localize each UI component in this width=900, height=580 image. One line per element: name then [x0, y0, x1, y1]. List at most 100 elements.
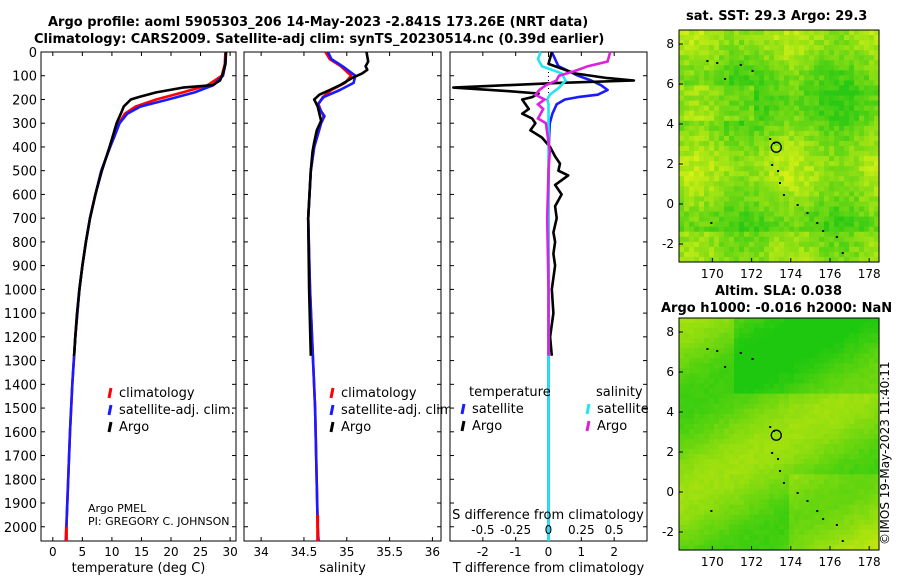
map-cell — [689, 388, 695, 395]
map-cell — [714, 256, 720, 263]
x-tick-label: 174 — [779, 267, 802, 281]
map-cell — [819, 484, 825, 491]
map-cell — [719, 504, 725, 511]
annotation-argo-pmel: Argo PMEL — [88, 502, 147, 515]
map-cell — [849, 65, 855, 71]
map-cell — [874, 439, 880, 445]
map-cell — [849, 534, 855, 541]
map-cell — [734, 75, 740, 82]
map-cell — [694, 474, 700, 480]
map-cell — [824, 130, 830, 137]
map-cell — [874, 216, 880, 223]
map-cell — [744, 45, 750, 51]
map-cell — [704, 333, 710, 339]
map-cell — [749, 378, 755, 385]
map-cell — [759, 499, 765, 506]
map-cell — [694, 524, 700, 531]
map-cell — [699, 499, 705, 506]
map-cell — [704, 398, 710, 405]
map-cell — [754, 120, 760, 127]
map-cell — [794, 474, 800, 480]
map-cell — [844, 70, 850, 76]
map-cell — [704, 514, 710, 521]
map-cell — [854, 211, 860, 218]
map-cell — [754, 216, 760, 223]
map-cell — [719, 120, 725, 127]
map-cell — [804, 423, 810, 430]
map-cell — [844, 201, 850, 208]
map-cell — [734, 176, 740, 182]
map-cell — [724, 333, 730, 339]
map-cell — [799, 328, 805, 334]
map-cell — [744, 368, 750, 375]
map-cell — [799, 226, 805, 233]
map-cell — [759, 236, 765, 243]
map-cell — [824, 45, 830, 51]
map-cell — [849, 469, 855, 475]
map-cell — [874, 484, 880, 491]
map-cell — [699, 494, 705, 501]
map-cell — [804, 241, 810, 248]
map-cell — [714, 186, 720, 192]
map-cell — [764, 524, 770, 531]
map-cell — [719, 373, 725, 380]
map-cell — [714, 388, 720, 395]
map-cell — [734, 464, 740, 470]
map-cell — [754, 40, 760, 46]
map-cell — [839, 171, 845, 177]
map-cell — [809, 236, 815, 243]
map-cell — [704, 393, 710, 400]
map-cell — [779, 55, 785, 61]
map-cell — [844, 191, 850, 198]
map-cell — [764, 251, 770, 258]
map-cell — [839, 428, 845, 435]
map-cell — [809, 186, 815, 192]
map-cell — [859, 90, 865, 97]
map-cell — [724, 454, 730, 460]
map-cell — [684, 403, 690, 410]
map-cell — [819, 135, 825, 142]
map-cell — [844, 504, 850, 511]
map-cell — [854, 514, 860, 521]
map-cell — [839, 206, 845, 213]
map-cell — [864, 423, 870, 430]
map-cell — [839, 509, 845, 516]
map-cell — [774, 529, 780, 536]
map-cell — [689, 60, 695, 66]
map-cell — [804, 449, 810, 455]
map-cell — [834, 156, 840, 162]
map-cell — [829, 539, 835, 546]
map-cell — [739, 393, 745, 400]
map-cell — [869, 529, 875, 536]
map-cell — [804, 489, 810, 496]
map-cell — [849, 353, 855, 359]
map-cell — [744, 100, 750, 107]
map-cell — [849, 519, 855, 526]
map-cell — [809, 423, 815, 430]
y-tick-label: 500 — [12, 165, 37, 180]
map-cell — [749, 90, 755, 97]
map-cell — [869, 216, 875, 223]
map-cell — [769, 85, 775, 92]
map-cell — [864, 434, 870, 440]
map-cell — [694, 65, 700, 71]
map-cell — [874, 206, 880, 213]
map-cell — [844, 100, 850, 107]
map-cell — [794, 176, 800, 182]
map-cell — [749, 166, 755, 172]
map-cell — [839, 363, 845, 370]
map-cell — [729, 30, 735, 36]
map-cell — [789, 423, 795, 430]
map-cell — [789, 519, 795, 526]
map-cell — [699, 418, 705, 425]
map-cell — [839, 413, 845, 420]
map-cell — [824, 221, 830, 228]
map-cell — [734, 166, 740, 172]
map-cell — [849, 338, 855, 344]
map-cell — [859, 454, 865, 460]
map-cell — [769, 418, 775, 425]
map-cell — [779, 509, 785, 516]
map-cell — [874, 140, 880, 147]
map-cell — [789, 45, 795, 51]
map-cell — [794, 524, 800, 531]
